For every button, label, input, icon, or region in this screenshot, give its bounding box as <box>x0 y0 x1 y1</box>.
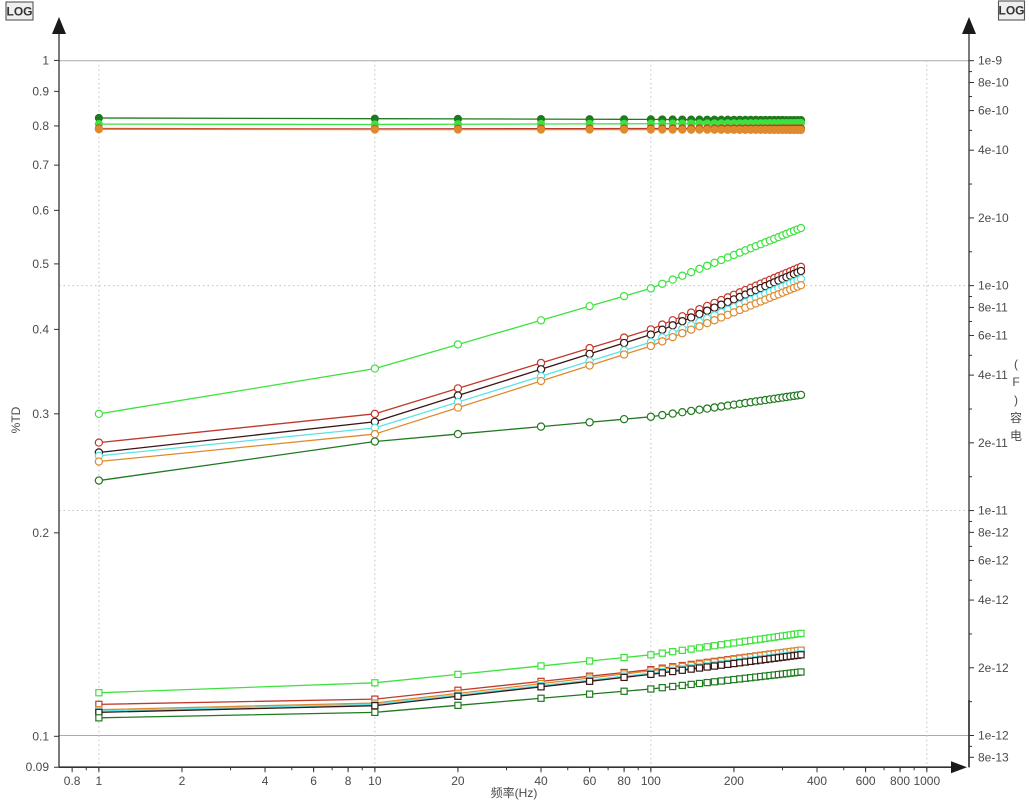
svg-text:1e-10: 1e-10 <box>978 279 1009 293</box>
svg-text:20: 20 <box>451 774 465 788</box>
svg-text:8e-13: 8e-13 <box>978 750 1009 764</box>
svg-text:6e-10: 6e-10 <box>978 104 1009 118</box>
svg-text:8e-10: 8e-10 <box>978 75 1009 89</box>
svg-text:0.2: 0.2 <box>32 526 49 540</box>
svg-text:1e-9: 1e-9 <box>978 54 1002 68</box>
svg-text:6e-11: 6e-11 <box>978 329 1008 343</box>
svg-text:0.5: 0.5 <box>32 257 49 271</box>
svg-text:LOG: LOG <box>7 5 33 19</box>
svg-text:200: 200 <box>724 774 744 788</box>
svg-text:2e-11: 2e-11 <box>978 436 1008 450</box>
svg-text:2e-10: 2e-10 <box>978 211 1009 225</box>
svg-text:4e-12: 4e-12 <box>978 593 1009 607</box>
svg-text:4: 4 <box>262 774 269 788</box>
svg-text:): ) <box>1014 393 1018 407</box>
svg-text:F: F <box>1012 375 1019 389</box>
svg-text:1: 1 <box>42 53 49 67</box>
svg-text:60: 60 <box>583 774 597 788</box>
svg-text:6: 6 <box>310 774 317 788</box>
svg-text:10: 10 <box>368 774 382 788</box>
svg-text:0.8: 0.8 <box>64 774 81 788</box>
svg-text:(: ( <box>1014 357 1018 371</box>
svg-text:80: 80 <box>617 774 631 788</box>
svg-text:0.4: 0.4 <box>32 322 49 336</box>
svg-text:400: 400 <box>807 774 827 788</box>
svg-text:8e-11: 8e-11 <box>978 300 1008 314</box>
svg-text:8e-12: 8e-12 <box>978 525 1009 539</box>
svg-text:6e-12: 6e-12 <box>978 553 1009 567</box>
svg-text:电: 电 <box>1010 429 1022 443</box>
svg-text:1: 1 <box>96 774 103 788</box>
svg-text:0.09: 0.09 <box>26 760 50 774</box>
svg-text:4e-10: 4e-10 <box>978 143 1009 157</box>
svg-text:频率(Hz): 频率(Hz) <box>491 785 538 800</box>
svg-text:2: 2 <box>179 774 186 788</box>
svg-text:0.7: 0.7 <box>32 158 49 172</box>
svg-text:LOG: LOG <box>999 4 1025 18</box>
svg-text:8: 8 <box>345 774 352 788</box>
svg-text:4e-11: 4e-11 <box>978 368 1008 382</box>
svg-text:800: 800 <box>890 774 910 788</box>
svg-text:100: 100 <box>641 774 661 788</box>
svg-text:%TD: %TD <box>9 406 23 433</box>
svg-text:600: 600 <box>856 774 876 788</box>
svg-text:1e-12: 1e-12 <box>978 728 1009 742</box>
svg-text:0.9: 0.9 <box>32 84 49 98</box>
svg-text:0.6: 0.6 <box>32 203 49 217</box>
svg-text:0.1: 0.1 <box>32 729 49 743</box>
svg-text:0.8: 0.8 <box>32 119 49 133</box>
svg-text:容: 容 <box>1010 410 1022 425</box>
svg-text:0.3: 0.3 <box>32 407 49 421</box>
svg-text:1e-11: 1e-11 <box>978 504 1008 518</box>
svg-text:2e-12: 2e-12 <box>978 661 1009 675</box>
svg-text:1000: 1000 <box>913 774 940 788</box>
